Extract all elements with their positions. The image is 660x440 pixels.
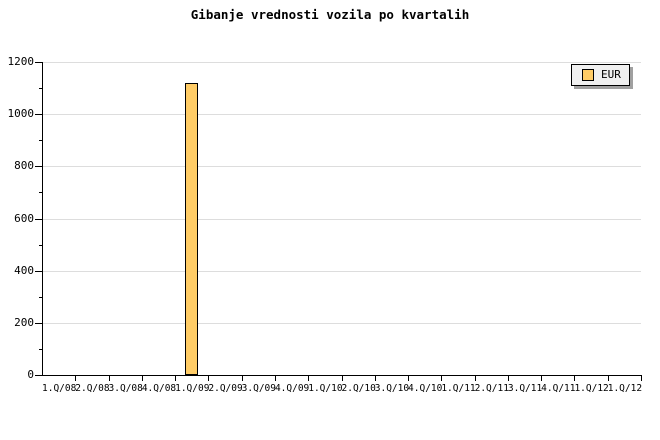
x-tick xyxy=(342,376,343,381)
x-tick xyxy=(541,376,542,381)
x-tick xyxy=(375,376,376,381)
gridline xyxy=(43,114,641,115)
y-axis-line xyxy=(42,62,43,376)
x-axis-label: 4.Q/11 xyxy=(541,383,576,394)
y-axis-label: 400 xyxy=(14,264,34,277)
x-tick xyxy=(508,376,509,381)
y-major-tick xyxy=(35,323,42,324)
x-axis-label: 1.Q/12 xyxy=(574,383,609,394)
x-tick xyxy=(608,376,609,381)
y-minor-tick xyxy=(39,88,42,89)
x-axis-line xyxy=(42,375,642,376)
x-tick xyxy=(475,376,476,381)
x-axis-label: 2.Q/10 xyxy=(341,383,376,394)
gridline xyxy=(43,271,641,272)
y-major-tick xyxy=(35,114,42,115)
x-tick xyxy=(109,376,110,381)
gridline xyxy=(43,323,641,324)
x-axis-label: 3.Q/08 xyxy=(108,383,143,394)
y-axis-label: 1000 xyxy=(7,107,35,120)
y-axis-label: 0 xyxy=(27,368,34,381)
x-axis-label: 4.Q/09 xyxy=(274,383,310,394)
y-minor-tick xyxy=(39,349,42,350)
y-minor-tick xyxy=(39,297,42,298)
x-tick xyxy=(641,376,642,381)
x-tick xyxy=(308,376,309,381)
x-axis-label: 2.Q/11 xyxy=(474,383,509,394)
x-axis-label: 1.Q/11 xyxy=(441,383,476,394)
x-axis-label: 3.Q/10 xyxy=(374,383,410,394)
x-tick xyxy=(242,376,243,381)
y-axis-label: 800 xyxy=(14,159,34,172)
x-axis-label: 4.Q/10 xyxy=(408,383,443,394)
y-minor-tick xyxy=(39,245,42,246)
x-axis-label: 1.Q/08 xyxy=(42,383,77,394)
x-tick xyxy=(574,376,575,381)
legend-swatch-icon xyxy=(582,69,594,81)
gridline xyxy=(43,166,641,167)
x-tick xyxy=(275,376,276,381)
y-minor-tick xyxy=(39,140,42,141)
gridline xyxy=(43,219,641,220)
x-axis-label: 3.Q/09 xyxy=(241,383,276,394)
x-tick xyxy=(441,376,442,381)
x-axis-label: 2.Q/09 xyxy=(208,383,243,394)
chart-title: Gibanje vrednosti vozila po kvartalih xyxy=(190,7,470,22)
y-axis-label: 1200 xyxy=(7,55,35,68)
x-tick xyxy=(208,376,209,381)
x-axis-label: 2.Q/08 xyxy=(75,383,110,394)
legend-label: EUR xyxy=(601,68,621,81)
x-axis-label: 1.Q/12 xyxy=(607,383,643,394)
legend: EUR xyxy=(571,64,630,86)
gridline xyxy=(43,62,641,63)
x-tick xyxy=(142,376,143,381)
y-minor-tick xyxy=(39,192,42,193)
y-major-tick xyxy=(35,219,42,220)
y-major-tick xyxy=(35,166,42,167)
x-tick xyxy=(75,376,76,381)
x-tick xyxy=(408,376,409,381)
x-axis-label: 3.Q/11 xyxy=(507,383,543,394)
y-major-tick xyxy=(35,62,42,63)
x-tick xyxy=(175,376,176,381)
x-axis-label: 1.Q/09 xyxy=(175,383,210,394)
x-axis-label: 1.Q/10 xyxy=(308,383,343,394)
bar xyxy=(185,83,198,375)
y-axis-label: 600 xyxy=(14,212,34,225)
y-major-tick xyxy=(35,375,42,376)
y-major-tick xyxy=(35,271,42,272)
y-axis-label: 200 xyxy=(14,316,34,329)
x-axis-label: 4.Q/08 xyxy=(141,383,177,394)
